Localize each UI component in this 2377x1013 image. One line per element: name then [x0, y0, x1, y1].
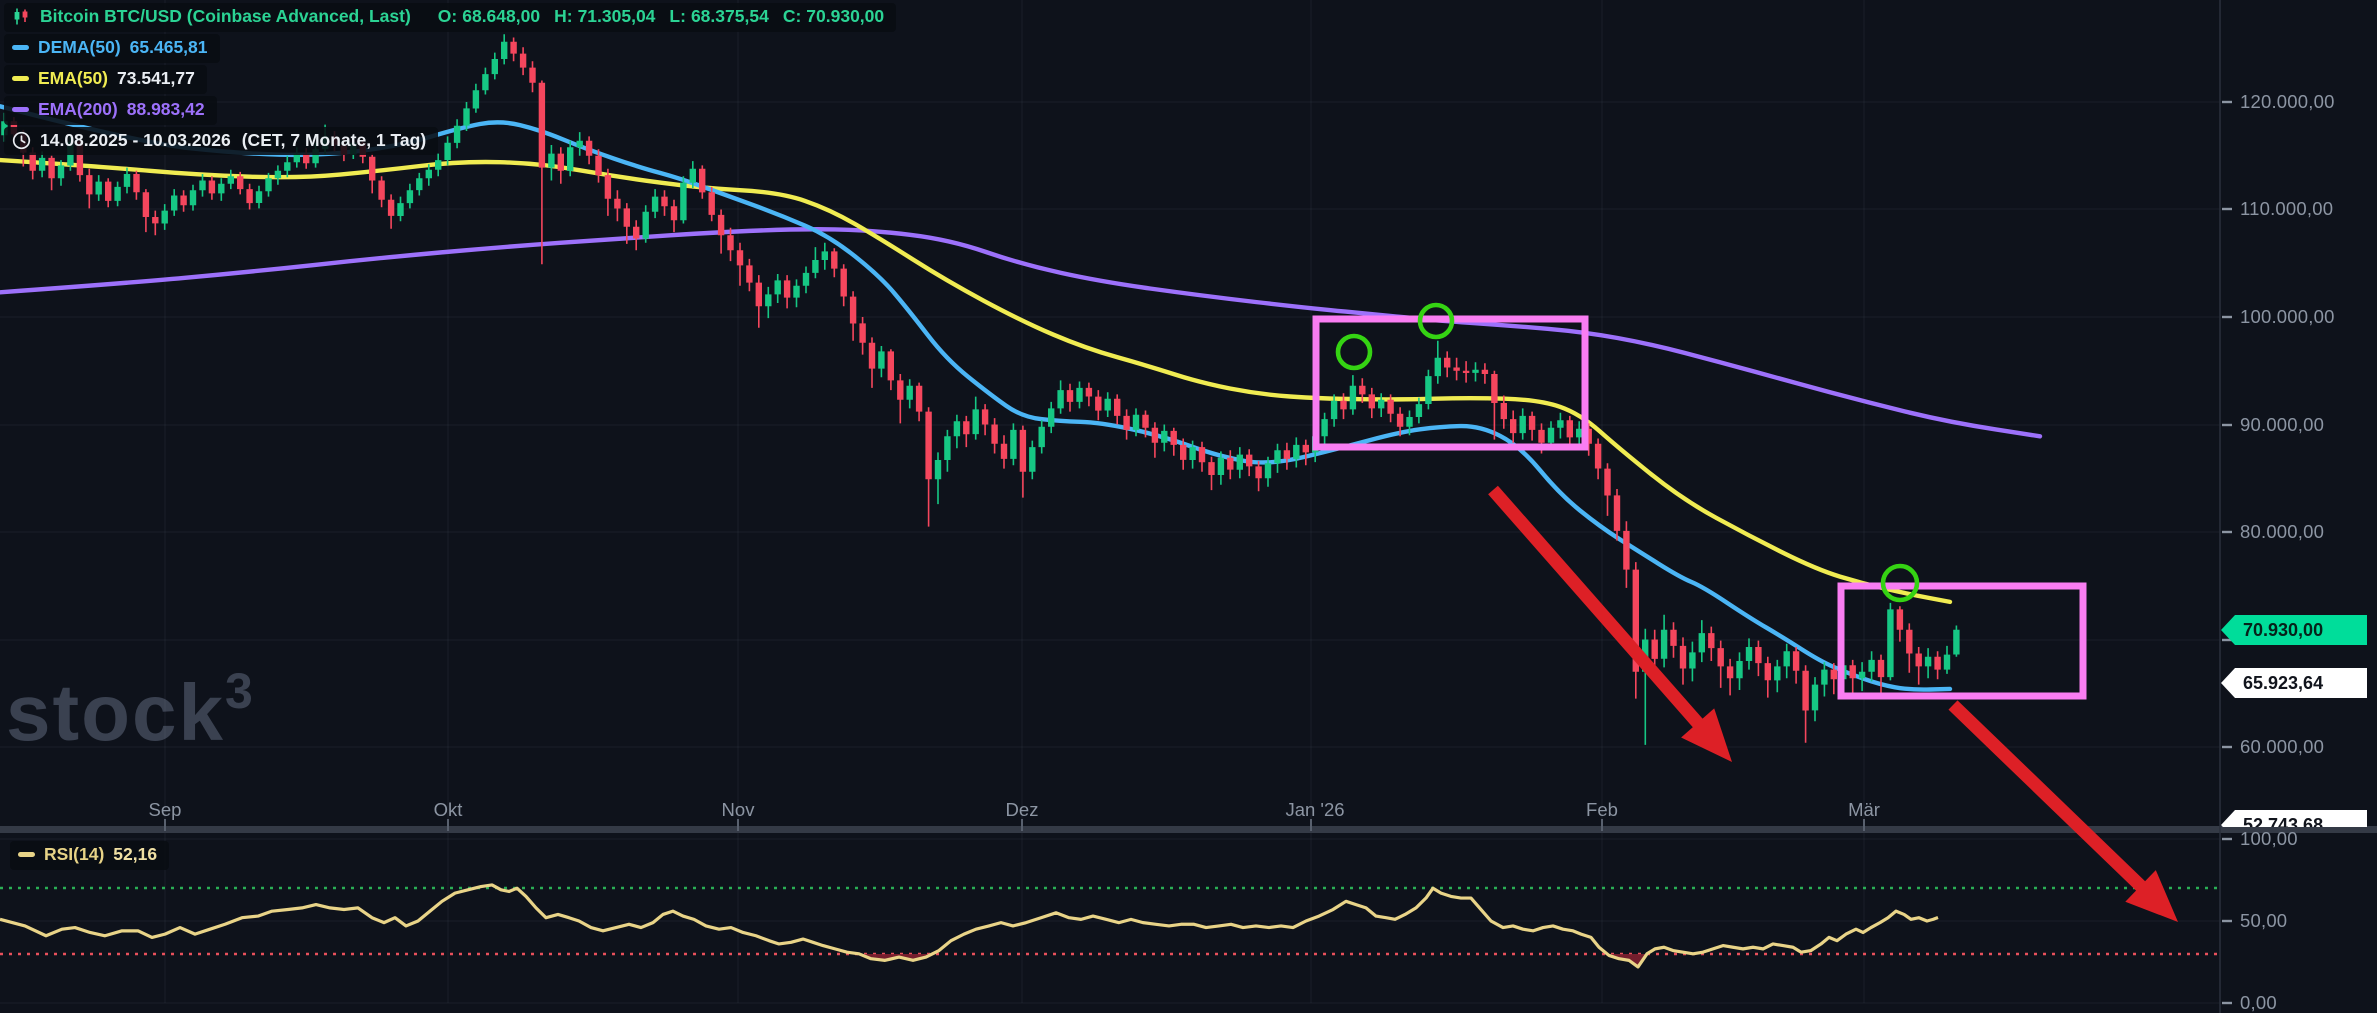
rsi-line — [0, 883, 1939, 969]
indicator-value: 88.983,42 — [126, 98, 205, 119]
indicator-name: EMA(200) — [38, 98, 118, 119]
overlay-ema50[interactable] — [0, 157, 1953, 605]
svg-text:stock3: stock3 — [6, 663, 255, 757]
rsi-legend-row[interactable]: RSI(14) 52,16 — [10, 841, 170, 870]
alert-line-badge[interactable]: 65.923,64 — [2221, 668, 2367, 698]
high-value: 71.305,04 — [577, 6, 656, 26]
rsi-tick-label: 100,00 — [2240, 828, 2298, 849]
ohlc-values: O: 68.648,00 H: 71.305,04 L: 68.375,54 C: 70… — [428, 6, 884, 28]
last-price-badge: 70.930,00 — [2221, 615, 2367, 645]
date-range: 14.08.2025 - 10.03.2026 — [40, 129, 231, 150]
chart-legend: Bitcoin BTC/USD (Coinbase Advanced, Last… — [4, 3, 897, 156]
symbol-title: Bitcoin BTC/USD (Coinbase Advanced, Last… — [40, 6, 411, 26]
indicator-value: 73.541,77 — [117, 67, 195, 88]
date-range-row: 14.08.2025 - 10.03.2026 (CET, 7 Monate, … — [4, 126, 439, 156]
price-tick-label: 90.000,00 — [2240, 414, 2325, 435]
drawing-annotations[interactable] — [1312, 302, 2178, 922]
open-value: 68.648,00 — [462, 6, 541, 26]
overlay-ema200[interactable] — [0, 227, 2043, 439]
ema50-color-swatch — [12, 76, 29, 82]
price-tick-label: 120.000,00 — [2240, 91, 2335, 112]
indicator-row-dema50[interactable]: DEMA(50) 65.465,81 — [4, 33, 220, 63]
indicator-row-ema200[interactable]: EMA(200) 88.983,42 — [4, 95, 217, 125]
clipped-price-badge: 52.743,68 — [2221, 810, 2367, 827]
rsi-series — [0, 883, 1939, 969]
time-axis-label: Okt — [434, 799, 463, 820]
clipped-price-value: 52.743,68 — [2243, 815, 2324, 827]
rsi-tick-label: 0,00 — [2240, 992, 2277, 1013]
annotation-circle[interactable] — [1417, 302, 1455, 340]
time-axis-label: Jan '26 — [1285, 799, 1344, 820]
date-range-detail: (CET, 7 Monate, 1 Tag) — [241, 129, 427, 150]
price-tick-label: 100.000,00 — [2240, 306, 2335, 327]
time-axis-label: Mär — [1848, 799, 1880, 820]
time-axis-label: Dez — [1006, 799, 1039, 820]
rsi-value: 52,16 — [113, 844, 158, 864]
last-price-value: 70.930,00 — [2243, 620, 2324, 640]
price-tick-label: 110.000,00 — [2240, 198, 2334, 219]
overlay-dema50[interactable] — [0, 104, 1953, 692]
indicator-value: 65.465,81 — [129, 36, 208, 57]
rsi-tick-label: 50,00 — [2240, 910, 2288, 931]
time-axis-label: Sep — [149, 799, 182, 820]
time-axis-label: Feb — [1586, 799, 1618, 820]
annotation-circle[interactable] — [1335, 333, 1373, 371]
candlestick-chart-icon — [14, 8, 28, 25]
watermark: stock3 — [6, 663, 255, 757]
indicator-row-ema50[interactable]: EMA(50) 73.541,77 — [4, 64, 207, 94]
alert-price-value: 65.923,64 — [2243, 673, 2324, 693]
symbol-title-row[interactable]: Bitcoin BTC/USD (Coinbase Advanced, Last… — [4, 3, 897, 32]
close-label: C: — [782, 6, 802, 26]
gridlines — [0, 0, 2220, 1004]
time-axis-labels[interactable]: Sep Okt Nov Dez Jan '26 Feb Mär — [149, 799, 1880, 831]
price-tick-label: 80.000,00 — [2240, 521, 2325, 542]
annotation-arrow[interactable] — [1488, 485, 1732, 762]
low-value: 68.375,54 — [690, 6, 769, 26]
close-value: 70.930,00 — [806, 6, 885, 26]
rsi-color-swatch — [18, 852, 35, 858]
rsi-name: RSI(14) — [44, 844, 105, 864]
indicator-name: DEMA(50) — [38, 36, 121, 57]
price-tick-label: 60.000,00 — [2240, 736, 2325, 757]
annotation-rectangle[interactable] — [1837, 582, 2087, 700]
clock-icon — [12, 131, 31, 150]
candlestick-series — [1, 34, 1960, 745]
high-label: H: — [554, 6, 573, 26]
open-label: O: — [437, 6, 458, 26]
time-axis-label: Nov — [722, 799, 756, 820]
indicator-name: EMA(50) — [38, 67, 109, 88]
dema-color-swatch — [12, 45, 29, 51]
annotation-arrow[interactable] — [1948, 700, 2178, 922]
ema200-color-swatch — [12, 107, 29, 113]
low-label: L: — [669, 6, 686, 26]
annotation-circle[interactable] — [1880, 563, 1920, 603]
